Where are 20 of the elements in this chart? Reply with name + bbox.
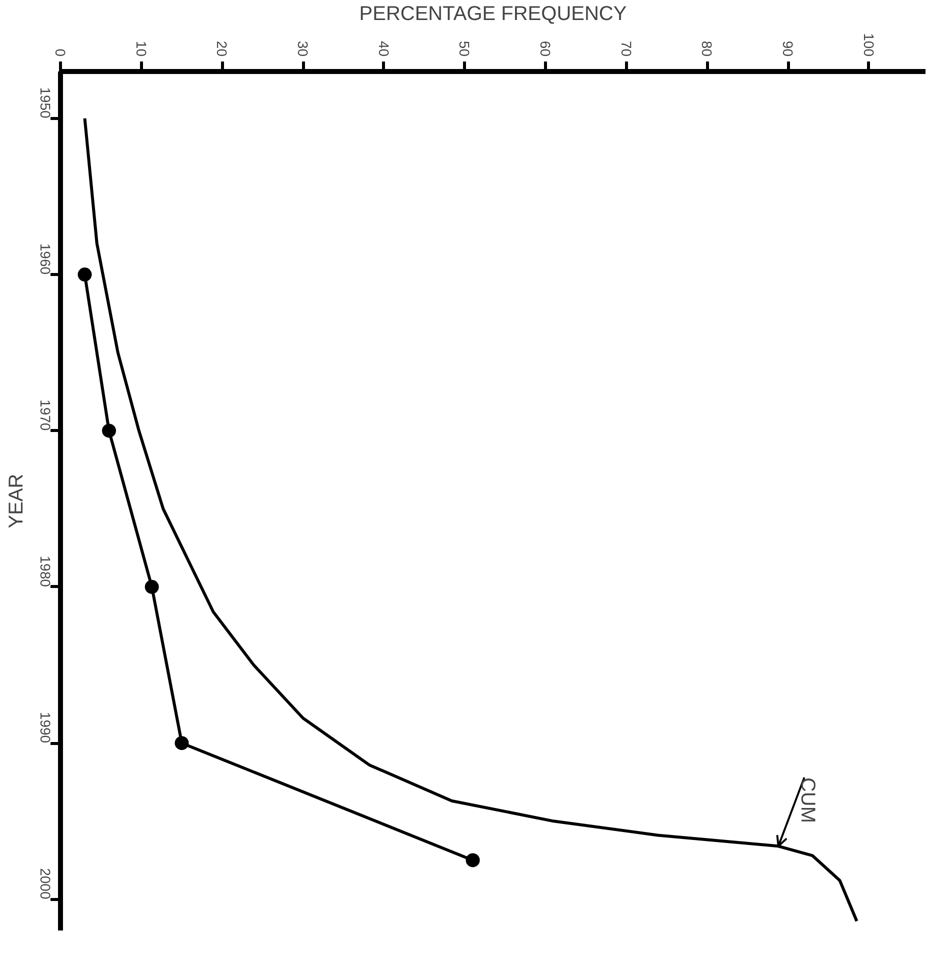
y-tick-label: 1950: [38, 87, 54, 119]
annotation: CUM: [796, 777, 818, 823]
x-axis-title: PERCENTAGE FREQUENCY: [359, 3, 627, 26]
x-tick-label: 90: [780, 40, 796, 57]
y-tick-label: 1990: [38, 712, 54, 744]
y-tick-label: 1970: [38, 400, 54, 431]
x-tick-label: 80: [699, 40, 716, 57]
x-tick-label: 30: [295, 40, 312, 57]
x-tick-label: 0: [52, 48, 68, 57]
y-axis-title: YEAR: [6, 474, 28, 528]
y-tick-label: 1980: [38, 556, 54, 588]
x-tick-label: 10: [133, 40, 150, 57]
x-tick-label: 20: [214, 40, 230, 57]
x-tick-label: 50: [456, 40, 473, 57]
x-tick-label: 40: [376, 40, 392, 57]
y-tick-label: 2000: [38, 868, 54, 900]
x-tick-label: 60: [538, 40, 554, 57]
y-tick-label: 1960: [38, 243, 54, 275]
x-tick-label: 70: [618, 40, 634, 57]
x-tick-label: 100: [860, 33, 877, 57]
